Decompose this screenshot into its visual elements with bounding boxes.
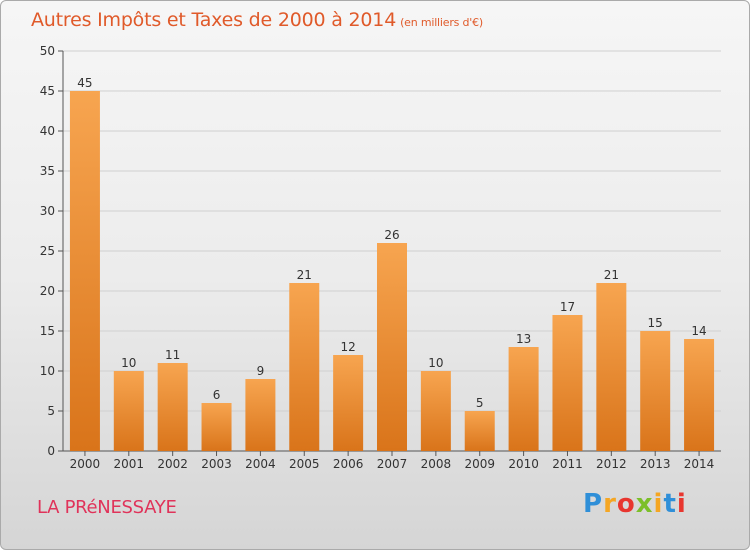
x-tick-label: 2009	[464, 457, 495, 471]
bar-2009	[464, 411, 495, 451]
x-tick-label: 2012	[596, 457, 627, 471]
x-tick-label: 2014	[684, 457, 715, 471]
x-tick-label: 2005	[289, 457, 320, 471]
y-tick-label: 5	[47, 404, 55, 418]
value-label-2010: 13	[516, 332, 531, 346]
value-label-2002: 11	[165, 348, 180, 362]
y-tick-label: 25	[40, 244, 55, 258]
x-tick-label: 2001	[114, 457, 145, 471]
y-tick-label: 30	[40, 204, 55, 218]
bar-2012	[596, 283, 627, 451]
value-label-2005: 21	[297, 268, 312, 282]
x-tick-label: 2004	[245, 457, 276, 471]
proxiti-logo: Proxiti	[583, 489, 687, 519]
value-label-2013: 15	[648, 316, 663, 330]
y-tick-label: 45	[40, 84, 55, 98]
value-label-2006: 12	[340, 340, 355, 354]
commune-name: LA PRéNESSAYE	[37, 497, 177, 518]
data-labels: 45 10 11 6 9 21 12 26 10 5 13 17 21 15 14	[77, 76, 706, 410]
bar-2006	[333, 355, 364, 451]
bar-2000	[69, 91, 100, 451]
x-tick-label: 2007	[377, 457, 408, 471]
value-label-2009: 5	[476, 396, 484, 410]
bar-2005	[289, 283, 320, 451]
bar-2014	[684, 339, 715, 451]
y-tick-label: 0	[47, 444, 55, 458]
x-tick-label: 2010	[508, 457, 539, 471]
value-label-2000: 45	[77, 76, 92, 90]
chart-unit-note: (en milliers d'€)	[400, 16, 483, 29]
y-tick-label: 20	[40, 284, 55, 298]
bar-2001	[113, 371, 144, 451]
bar-2011	[552, 315, 583, 451]
bar-2002	[157, 363, 188, 451]
axes: 0 5 10 15 20 25 30 35 40 45 50 2000 2001 2002 2003 2004…	[40, 44, 721, 471]
x-tick-label: 2011	[552, 457, 583, 471]
value-label-2007: 26	[384, 228, 399, 242]
value-label-2012: 21	[604, 268, 619, 282]
x-tick-label: 2002	[157, 457, 188, 471]
bar-2004	[245, 379, 276, 451]
chart-title-text: Autres Impôts et Taxes de 2000 à 2014	[31, 9, 397, 31]
x-tick-label: 2000	[70, 457, 101, 471]
y-tick-label: 40	[40, 124, 55, 138]
value-label-2011: 17	[560, 300, 575, 314]
bar-2013	[640, 331, 671, 451]
value-label-2004: 9	[257, 364, 265, 378]
bar-2010	[508, 347, 539, 451]
bar-2008	[420, 371, 451, 451]
value-label-2014: 14	[691, 324, 706, 338]
x-tick-label: 2008	[421, 457, 452, 471]
x-tick-label: 2003	[201, 457, 232, 471]
value-label-2001: 10	[121, 356, 136, 370]
y-tick-label: 15	[40, 324, 55, 338]
x-tick-label: 2006	[333, 457, 364, 471]
bars	[69, 91, 715, 451]
x-tick-label: 2013	[640, 457, 671, 471]
y-tick-label: 10	[40, 364, 55, 378]
value-label-2003: 6	[213, 388, 221, 402]
bar-2003	[201, 403, 232, 451]
bar-2007	[377, 243, 407, 451]
y-tick-label: 50	[40, 44, 55, 58]
chart-title: Autres Impôts et Taxes de 2000 à 2014 (en…	[31, 9, 483, 31]
value-label-2008: 10	[428, 356, 443, 370]
y-tick-label: 35	[40, 164, 55, 178]
